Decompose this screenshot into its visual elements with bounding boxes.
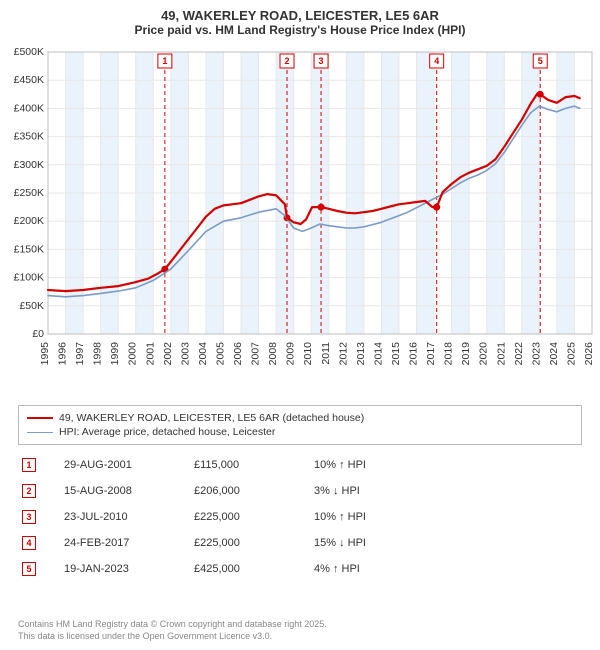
event-delta: 15% ↓ HPI <box>314 537 434 549</box>
legend-label: 49, WAKERLEY ROAD, LEICESTER, LE5 6AR (d… <box>59 411 364 425</box>
svg-text:£400K: £400K <box>14 102 44 114</box>
svg-text:2017: 2017 <box>425 342 437 366</box>
svg-text:2012: 2012 <box>337 342 349 366</box>
svg-text:1: 1 <box>162 56 167 66</box>
svg-text:£300K: £300K <box>14 159 44 171</box>
event-delta: 10% ↑ HPI <box>314 511 434 523</box>
svg-text:£250K: £250K <box>14 187 44 199</box>
svg-text:2004: 2004 <box>197 342 209 366</box>
legend-item: HPI: Average price, detached house, Leic… <box>27 425 573 439</box>
svg-text:2020: 2020 <box>478 342 490 366</box>
svg-text:£200K: £200K <box>14 215 44 227</box>
event-marker: 5 <box>22 562 36 576</box>
svg-text:2005: 2005 <box>214 342 226 366</box>
svg-text:1998: 1998 <box>92 342 104 366</box>
chart-svg: £0 £50K £100K £150K £200K £250K £300K £350K £400… <box>0 44 600 400</box>
svg-text:£50K: £50K <box>19 300 44 312</box>
chart-area: £0 £50K £100K £150K £200K £250K £300K £350K £400… <box>0 44 600 400</box>
svg-text:2019: 2019 <box>460 342 472 366</box>
svg-text:2023: 2023 <box>530 342 542 366</box>
legend-label: HPI: Average price, detached house, Leic… <box>59 425 275 439</box>
event-row: 3 23-JUL-2010£225,00010% ↑ HPI <box>18 504 582 530</box>
event-marker: 1 <box>22 458 36 472</box>
event-price: £206,000 <box>194 485 314 497</box>
event-row: 5 19-JAN-2023£425,0004% ↑ HPI <box>18 556 582 582</box>
svg-text:2010: 2010 <box>302 342 314 366</box>
svg-text:2013: 2013 <box>355 342 367 366</box>
svg-text:£150K: £150K <box>14 243 44 255</box>
event-delta: 4% ↑ HPI <box>314 563 434 575</box>
svg-text:2000: 2000 <box>127 342 139 366</box>
svg-text:2018: 2018 <box>443 342 455 366</box>
svg-text:2016: 2016 <box>408 342 420 366</box>
svg-text:2015: 2015 <box>390 342 402 366</box>
title-block: 49, WAKERLEY ROAD, LEICESTER, LE5 6AR Pr… <box>0 0 600 41</box>
title-subtitle: Price paid vs. HM Land Registry's House … <box>10 23 590 37</box>
footer-line1: Contains HM Land Registry data © Crown c… <box>18 618 327 630</box>
event-marker: 2 <box>22 484 36 498</box>
event-price: £225,000 <box>194 537 314 549</box>
event-row: 2 15-AUG-2008£206,0003% ↓ HPI <box>18 478 582 504</box>
footer-attribution: Contains HM Land Registry data © Crown c… <box>18 618 327 642</box>
events-table: 129-AUG-2001£115,00010% ↑ HPI215-AUG-200… <box>18 452 582 582</box>
legend: 49, WAKERLEY ROAD, LEICESTER, LE5 6AR (d… <box>18 405 582 445</box>
svg-text:2025: 2025 <box>565 342 577 366</box>
svg-text:2002: 2002 <box>162 342 174 366</box>
svg-text:2026: 2026 <box>583 342 595 366</box>
legend-item: 49, WAKERLEY ROAD, LEICESTER, LE5 6AR (d… <box>27 411 573 425</box>
svg-text:1996: 1996 <box>57 342 69 366</box>
event-date: 23-JUL-2010 <box>64 511 194 523</box>
event-delta: 3% ↓ HPI <box>314 485 434 497</box>
event-date: 24-FEB-2017 <box>64 537 194 549</box>
svg-text:4: 4 <box>434 56 439 66</box>
svg-text:2024: 2024 <box>548 342 560 366</box>
event-row: 1 29-AUG-2001£115,00010% ↑ HPI <box>18 452 582 478</box>
svg-text:£500K: £500K <box>14 46 44 58</box>
legend-swatch <box>27 417 53 419</box>
event-date: 15-AUG-2008 <box>64 485 194 497</box>
svg-text:2011: 2011 <box>320 342 332 365</box>
event-marker: 3 <box>22 510 36 524</box>
footer-line2: This data is licensed under the Open Gov… <box>18 630 327 642</box>
event-price: £115,000 <box>194 459 314 471</box>
legend-swatch <box>27 432 53 433</box>
svg-text:1997: 1997 <box>74 342 86 366</box>
svg-text:2022: 2022 <box>513 342 525 366</box>
svg-text:2: 2 <box>285 56 290 66</box>
svg-text:1995: 1995 <box>39 342 51 366</box>
svg-text:2009: 2009 <box>285 342 297 366</box>
svg-text:£450K: £450K <box>14 74 44 86</box>
chart-container: 49, WAKERLEY ROAD, LEICESTER, LE5 6AR Pr… <box>0 0 600 650</box>
svg-text:2003: 2003 <box>179 342 191 366</box>
svg-text:2007: 2007 <box>250 342 262 366</box>
event-delta: 10% ↑ HPI <box>314 459 434 471</box>
svg-text:1999: 1999 <box>109 342 121 366</box>
svg-text:2006: 2006 <box>232 342 244 366</box>
title-address: 49, WAKERLEY ROAD, LEICESTER, LE5 6AR <box>10 8 590 23</box>
svg-text:£350K: £350K <box>14 131 44 143</box>
svg-text:2014: 2014 <box>372 342 384 366</box>
svg-text:2008: 2008 <box>267 342 279 366</box>
svg-text:2001: 2001 <box>144 342 156 366</box>
svg-text:2021: 2021 <box>495 342 507 366</box>
svg-text:£100K: £100K <box>14 272 44 284</box>
svg-text:5: 5 <box>538 56 543 66</box>
event-date: 19-JAN-2023 <box>64 563 194 575</box>
event-price: £225,000 <box>194 511 314 523</box>
event-row: 4 24-FEB-2017£225,00015% ↓ HPI <box>18 530 582 556</box>
event-date: 29-AUG-2001 <box>64 459 194 471</box>
event-price: £425,000 <box>194 563 314 575</box>
event-marker: 4 <box>22 536 36 550</box>
svg-text:3: 3 <box>319 56 324 66</box>
svg-text:£0: £0 <box>32 328 44 340</box>
